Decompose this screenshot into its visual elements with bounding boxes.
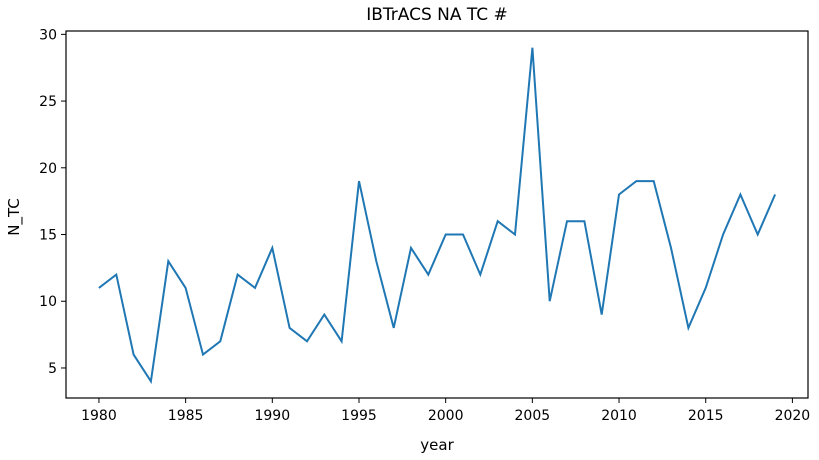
y-axis: 5 10 15 20 25 30 <box>39 27 66 377</box>
series-line <box>98 47 777 385</box>
x-tick-label: 2020 <box>775 408 811 424</box>
plot-area <box>98 47 777 385</box>
x-axis-label: year <box>420 436 454 454</box>
x-tick-label: 2000 <box>428 408 464 424</box>
x-tick-label: 2015 <box>688 408 724 424</box>
chart-title: IBTrACS NA TC # <box>366 5 508 25</box>
y-tick-label: 30 <box>39 27 57 43</box>
y-tick-label: 5 <box>48 361 57 377</box>
plot-frame <box>65 30 809 399</box>
x-tick-label: 1985 <box>168 408 204 424</box>
x-tick-label: 2005 <box>515 408 551 424</box>
x-tick-label: 1980 <box>81 408 117 424</box>
y-tick-label: 25 <box>39 94 57 110</box>
y-axis-label: N_TC <box>5 198 24 235</box>
y-tick-label: 15 <box>39 228 57 244</box>
y-tick-label: 10 <box>39 294 57 310</box>
x-axis: 1980 1985 1990 1995 2000 2005 2010 2015 2020 <box>81 398 810 424</box>
x-tick-label: 1995 <box>341 408 377 424</box>
x-tick-label: 2010 <box>601 408 637 424</box>
x-tick-label: 1990 <box>254 408 290 424</box>
y-tick-label: 20 <box>39 161 57 177</box>
